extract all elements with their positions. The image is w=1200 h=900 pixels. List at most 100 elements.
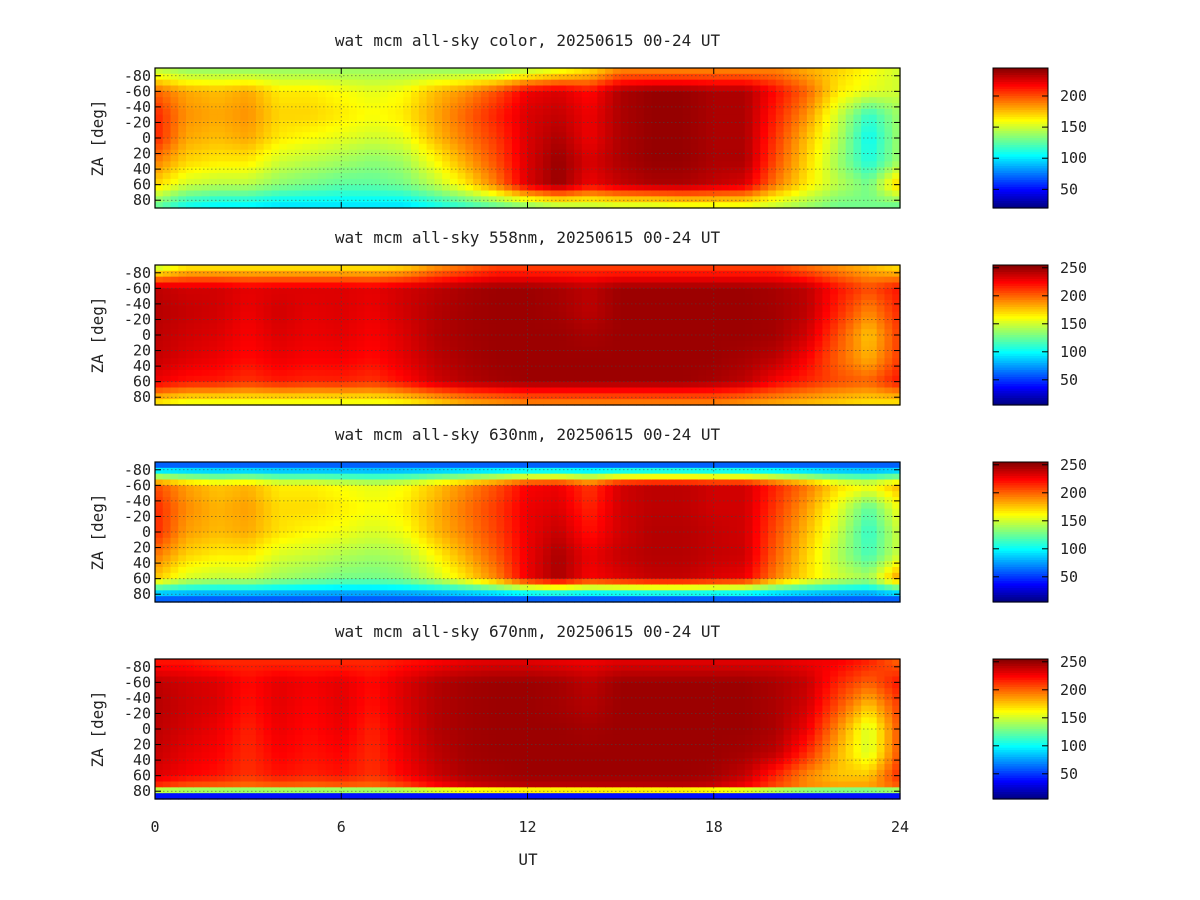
heatmap-cell (457, 300, 467, 307)
heatmap-cell (651, 85, 661, 92)
heatmap-cell (729, 265, 738, 272)
heatmap-cell (760, 300, 769, 307)
heatmap-cell (698, 85, 707, 92)
heatmap-cell (356, 167, 366, 174)
heatmap-cell (255, 173, 265, 180)
heatmap-cell (248, 120, 257, 127)
heatmap-cell (721, 103, 730, 110)
heatmap-cell (310, 155, 319, 162)
heatmap-cell (511, 370, 521, 377)
heatmap-cell (837, 97, 847, 104)
heatmap-cell (698, 190, 707, 197)
heatmap-cell (511, 173, 521, 180)
heatmap-cell (442, 91, 451, 98)
heatmap-cell (535, 375, 544, 383)
heatmap-cell (302, 173, 311, 180)
heatmap-cell (255, 282, 265, 289)
heatmap-cell (830, 311, 839, 319)
heatmap-cell (248, 108, 257, 116)
heatmap-cell (465, 138, 474, 145)
heatmap-cell (682, 85, 692, 92)
heatmap-cell (698, 132, 707, 139)
heatmap-cell (217, 155, 226, 162)
heatmap-cell (799, 161, 808, 168)
heatmap-cell (255, 352, 265, 359)
heatmap-cell (698, 178, 707, 186)
heatmap-cell (232, 108, 241, 116)
heatmap-cell (418, 305, 428, 313)
heatmap-cell (768, 138, 777, 145)
heatmap-cell (380, 132, 389, 139)
heatmap-cell (543, 358, 552, 365)
heatmap-cell (480, 85, 490, 92)
heatmap-cell (574, 352, 583, 359)
heatmap-cell (294, 68, 304, 75)
heatmap-cell (892, 381, 901, 389)
heatmap-cell (294, 317, 304, 324)
heatmap-cell (271, 97, 280, 104)
heatmap-cell (349, 190, 358, 197)
heatmap-cell (317, 393, 327, 400)
heatmap-cell (488, 375, 498, 383)
heatmap-cell (612, 73, 622, 81)
heatmap-cell (884, 300, 893, 307)
heatmap-cell (659, 340, 668, 348)
heatmap-cell (333, 97, 342, 104)
heatmap-cell (426, 167, 435, 174)
heatmap-cell (349, 346, 358, 354)
heatmap-cell (783, 114, 792, 122)
heatmap-cell (162, 584, 172, 591)
heatmap-cell (411, 120, 420, 127)
heatmap-cell (170, 288, 179, 295)
heatmap-cell (155, 578, 164, 586)
heatmap-cell (737, 155, 746, 162)
heatmap-cell (698, 97, 707, 104)
heatmap-cell (876, 126, 886, 133)
heatmap-cell (286, 399, 296, 406)
heatmap-cell (558, 132, 567, 139)
heatmap-cell (286, 381, 296, 389)
heatmap-cell (868, 79, 878, 87)
heatmap-cell (356, 114, 366, 122)
heatmap-cell (674, 317, 684, 324)
heatmap-cell (667, 120, 676, 127)
heatmap-cell (690, 370, 699, 377)
heatmap-cell (690, 288, 699, 295)
heatmap-cell (403, 340, 412, 348)
heatmap-cell (294, 132, 304, 139)
heatmap-cell (442, 149, 451, 157)
heatmap-cell (426, 120, 435, 127)
heatmap-cell (519, 178, 529, 186)
heatmap-cell (822, 352, 831, 359)
heatmap-cell (248, 288, 257, 295)
heatmap-cell (193, 294, 203, 301)
heatmap-cell (434, 323, 443, 330)
heatmap-cell (814, 143, 823, 151)
heatmap-cell (418, 91, 428, 98)
heatmap-cell (690, 79, 699, 87)
heatmap-cell (768, 317, 777, 324)
heatmap-cell (558, 167, 567, 174)
heatmap-cell (271, 190, 280, 197)
heatmap-cell (682, 126, 692, 133)
heatmap-cell (768, 132, 777, 139)
heatmap-cell (186, 126, 195, 133)
heatmap-cell (248, 387, 257, 394)
heatmap-cell (845, 323, 855, 330)
heatmap-cell (496, 79, 505, 87)
heatmap-cell (705, 126, 715, 133)
heatmap-cell (395, 173, 404, 180)
heatmap-cell (333, 265, 342, 272)
heatmap-cell (768, 270, 777, 278)
heatmap-cell (488, 108, 498, 116)
heatmap-cell (713, 68, 723, 75)
heatmap-cell (861, 149, 870, 157)
heatmap-cell (201, 108, 210, 116)
heatmap-cell (830, 132, 839, 139)
heatmap-cell (294, 202, 304, 209)
heatmap-cell (535, 138, 544, 145)
heatmap-cell (286, 73, 296, 81)
heatmap-cell (830, 358, 839, 365)
heatmap-cell (659, 132, 668, 139)
heatmap-cell (667, 352, 676, 359)
